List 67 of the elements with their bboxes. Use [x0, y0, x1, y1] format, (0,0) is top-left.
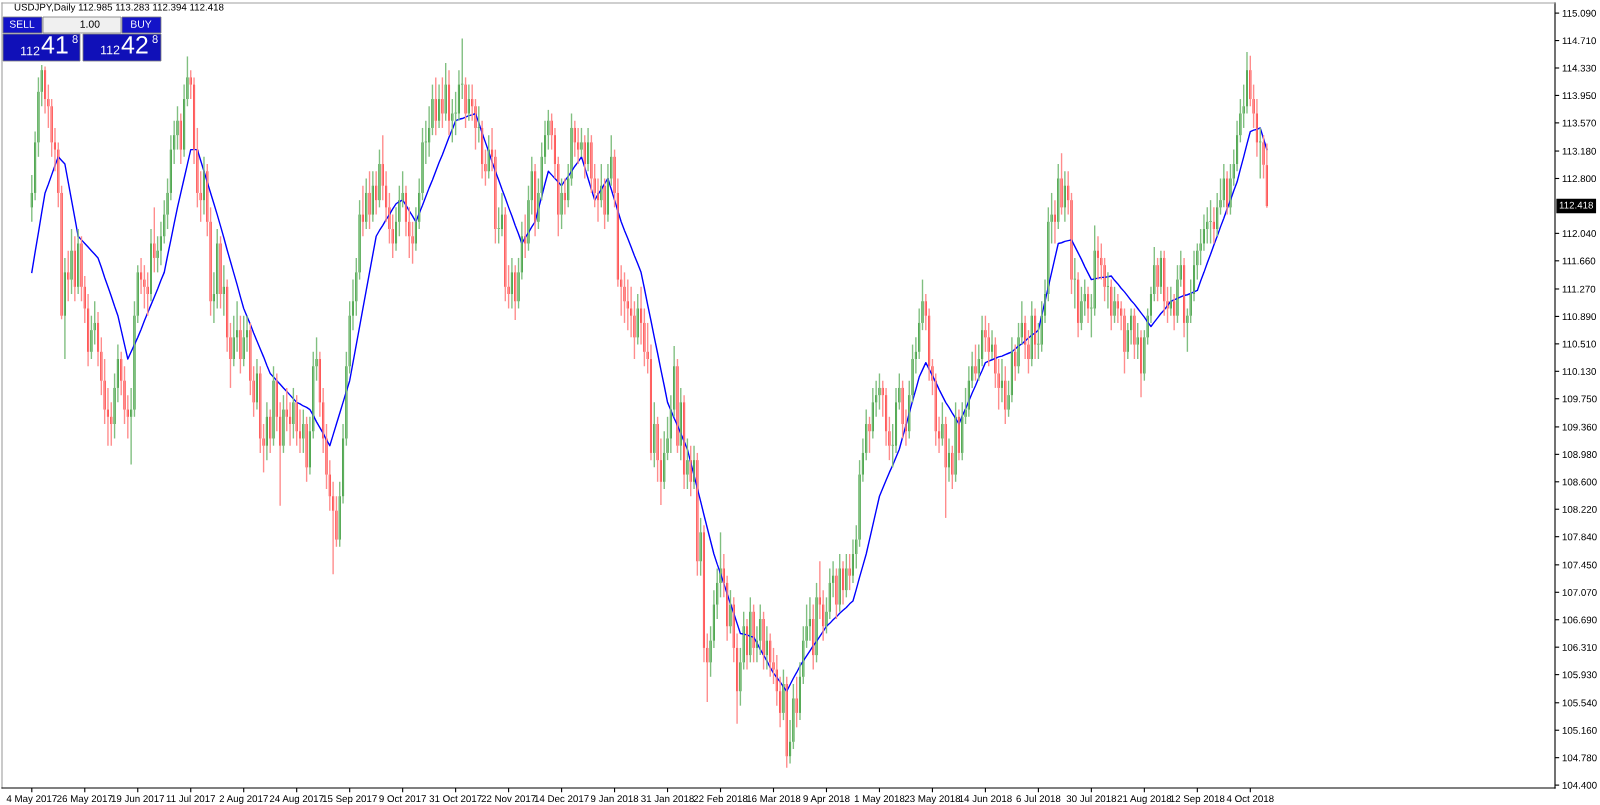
y-tick-label: 109.750: [1562, 395, 1597, 403]
annotation: 1.00: [80, 20, 100, 28]
annotation: 41: [41, 36, 68, 54]
x-tick-label: 26 May 2017: [57, 795, 113, 805]
annotation: 112: [101, 45, 120, 55]
x-tick-label: 19 Jun 2017: [111, 795, 165, 803]
y-tick-label: 108.220: [1562, 505, 1597, 513]
y-tick-label: 111.660: [1562, 257, 1596, 265]
annotation: 8: [152, 35, 158, 43]
x-tick-label: 1 May 2018: [854, 795, 905, 805]
x-tick-label: 9 Jan 2018: [590, 795, 639, 803]
y-tick-label: 107.070: [1562, 589, 1597, 596]
y-tick-label: 105.930: [1562, 671, 1597, 679]
x-tick-label: 21 Aug 2018: [1117, 795, 1172, 805]
x-tick-label: 6 Jul 2018: [1016, 794, 1061, 803]
y-tick-label: 106.310: [1562, 643, 1597, 651]
y-tick-label: 112.800: [1562, 175, 1596, 183]
y-tick-label: 112.040: [1562, 230, 1596, 237]
y-tick-label: 108.600: [1562, 478, 1597, 486]
y-tick-label: 109.360: [1562, 423, 1597, 431]
x-tick-label: 15 Sep 2017: [322, 795, 377, 805]
y-tick-label: 105.540: [1562, 699, 1597, 707]
candlestick: [974, 343, 977, 382]
y-tick-label: 107.450: [1562, 561, 1597, 569]
x-tick-label: 4 May 2017: [6, 795, 57, 805]
annotation: 8: [72, 35, 78, 43]
y-tick-label: 111.270: [1562, 285, 1596, 293]
x-tick-label: 12 Sep 2018: [1170, 795, 1225, 805]
candlestick: [676, 358, 679, 454]
x-tick-label: 14 Jun 2018: [959, 795, 1012, 803]
x-tick-label: 31 Oct 2017: [429, 795, 482, 803]
y-tick-label: 107.840: [1562, 533, 1597, 541]
x-tick-label: 4 Oct 2018: [1226, 795, 1274, 803]
annotation: BUY: [131, 20, 152, 28]
candlestick: [272, 365, 275, 447]
y-tick-label: 110.510: [1562, 340, 1596, 348]
chart-title: USDJPY,Daily 112.985 113.283 112.394 112.418: [14, 3, 224, 13]
y-tick-label: 105.160: [1562, 726, 1597, 734]
y-tick-label: 110.130: [1562, 368, 1596, 375]
annotation: 112: [21, 46, 40, 56]
candlestick: [868, 416, 871, 454]
x-tick-label: 24 Aug 2017: [269, 795, 324, 805]
x-tick-label: 16 Mar 2018: [746, 795, 801, 803]
y-tick-label: 108.980: [1562, 451, 1597, 458]
x-tick-label: 14 Dec 2017: [534, 795, 589, 803]
y-tick-label: 113.180: [1562, 147, 1596, 155]
x-tick-label: 31 Jan 2018: [641, 795, 694, 803]
y-tick-label: 114.710: [1562, 37, 1596, 45]
annotation: 42: [121, 36, 148, 54]
y-tick-label: 115.090: [1562, 9, 1596, 17]
y-tick-label: 106.690: [1562, 616, 1597, 624]
annotation: SELL: [9, 20, 35, 28]
x-tick-label: 9 Oct 2017: [379, 795, 426, 803]
y-tick-label: 104.780: [1562, 754, 1597, 762]
x-tick-label: 22 Nov 2017: [481, 795, 536, 803]
y-tick-label: 110.890: [1562, 313, 1596, 321]
y-tick-label: 114.330: [1562, 64, 1596, 72]
y-tick-label: 113.570: [1562, 119, 1596, 127]
x-tick-label: 9 Apr 2018: [803, 795, 850, 805]
y-tick-label: 113.950: [1562, 92, 1596, 100]
x-tick-label: 22 Feb 2018: [693, 794, 748, 803]
text: 112.418: [1559, 201, 1593, 209]
y-tick-label: 104.400: [1562, 781, 1597, 789]
x-tick-label: 30 Jul 2018: [1066, 794, 1117, 803]
x-tick-label: 23 May 2018: [904, 795, 961, 805]
x-tick-label: 11 Jul 2017: [166, 794, 216, 803]
x-tick-label: 2 Aug 2017: [219, 795, 268, 805]
